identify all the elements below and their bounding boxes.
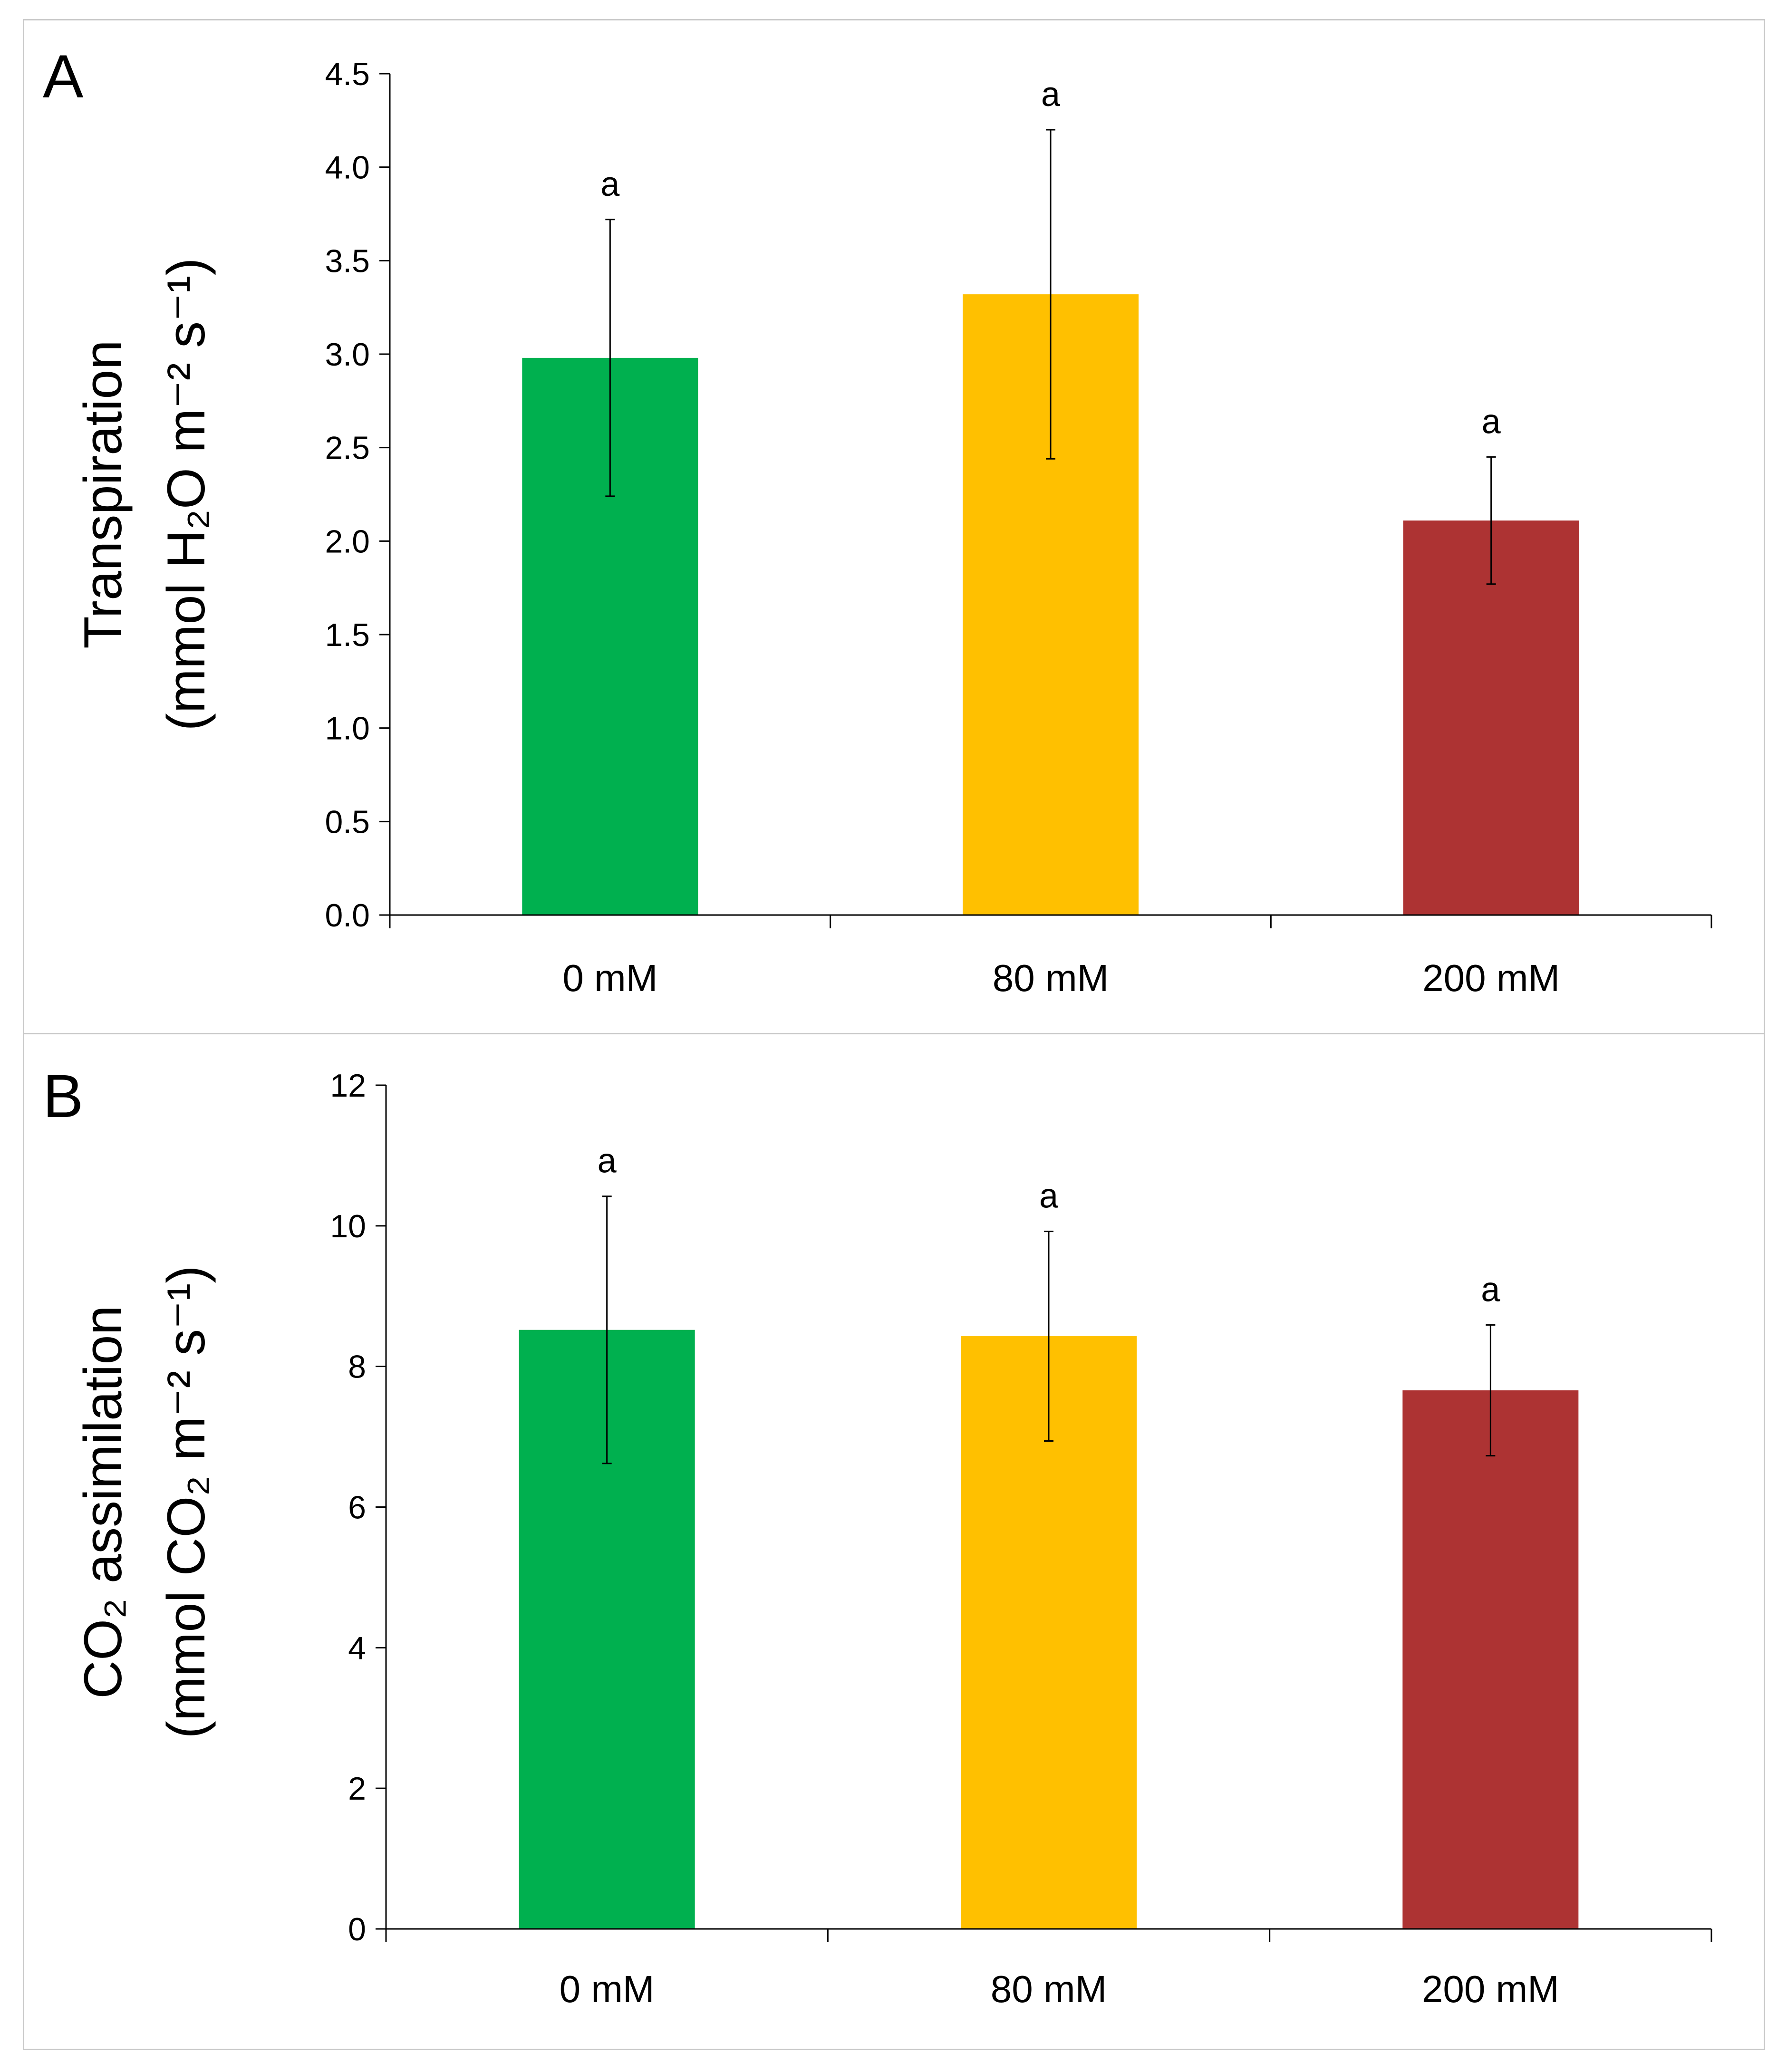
y-tick-label: 4.5 bbox=[325, 56, 370, 92]
y-tick-label: 3.0 bbox=[325, 337, 370, 373]
bar-200mm bbox=[1402, 1390, 1579, 1929]
significance-letter: a bbox=[1039, 1177, 1059, 1215]
significance-letter: a bbox=[598, 1142, 617, 1180]
y-tick-label: 8 bbox=[348, 1349, 366, 1385]
x-tick-label: 0 mM bbox=[560, 1968, 655, 2010]
significance-letter: a bbox=[1481, 1271, 1500, 1309]
y-tick-label: 2.0 bbox=[325, 523, 370, 559]
y-tick-label: 4 bbox=[348, 1630, 366, 1666]
y-tick-label: 1.0 bbox=[325, 711, 370, 747]
y-axis-label: Transpiration bbox=[73, 340, 133, 648]
bar-200mm bbox=[1403, 520, 1579, 915]
significance-letter: a bbox=[1041, 76, 1061, 114]
significance-letter: a bbox=[1482, 403, 1501, 441]
y-tick-label: 12 bbox=[330, 1068, 366, 1104]
x-tick-label: 80 mM bbox=[991, 1968, 1107, 2010]
y-tick-label: 1.5 bbox=[325, 617, 370, 653]
y-tick-label: 6 bbox=[348, 1490, 366, 1526]
x-tick-label: 200 mM bbox=[1422, 1968, 1559, 2010]
panel-label: A bbox=[43, 43, 84, 111]
panel-label: B bbox=[43, 1062, 83, 1130]
y-axis-units-label: (mmol CO₂ m⁻² s⁻¹) bbox=[156, 1265, 216, 1738]
y-tick-label: 4.0 bbox=[325, 150, 370, 186]
y-tick-label: 0.0 bbox=[325, 897, 370, 934]
x-tick-label: 80 mM bbox=[993, 957, 1109, 999]
y-axis-label: CO₂ assimilation bbox=[73, 1305, 133, 1699]
y-tick-label: 0.5 bbox=[325, 804, 370, 840]
x-tick-label: 0 mM bbox=[562, 957, 657, 999]
x-tick-label: 200 mM bbox=[1422, 957, 1560, 999]
y-axis-units-label: (mmol H₂O m⁻² s⁻¹) bbox=[156, 258, 216, 731]
y-tick-label: 10 bbox=[330, 1208, 366, 1244]
y-tick-label: 2.5 bbox=[325, 430, 370, 466]
y-tick-label: 3.5 bbox=[325, 243, 370, 279]
significance-letter: a bbox=[600, 165, 620, 203]
y-tick-label: 0 bbox=[348, 1911, 366, 1947]
y-tick-label: 2 bbox=[348, 1771, 366, 1807]
